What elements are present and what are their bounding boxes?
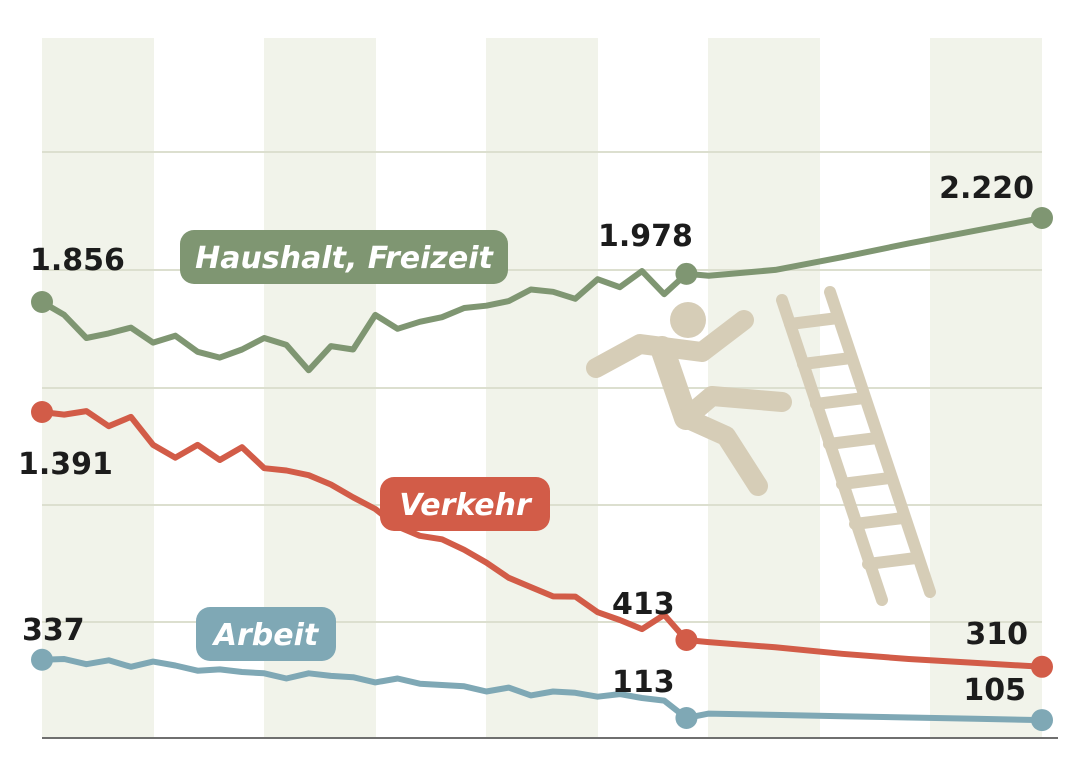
data-label-arbeit-start: 337 — [22, 613, 85, 648]
series-layer — [31, 207, 1053, 732]
ladder-icon — [776, 286, 936, 606]
series-tag-verkehr-text: Verkehr — [399, 488, 533, 523]
series-tag-arbeit: Arbeit — [196, 607, 336, 661]
data-label-verkehr-mid: 413 — [612, 587, 675, 622]
data-point-haushalt — [1031, 207, 1053, 229]
series-tag-verkehr: Verkehr — [380, 477, 550, 531]
data-point-haushalt — [675, 262, 698, 285]
data-point-arbeit — [675, 707, 698, 729]
data-point-verkehr — [1031, 655, 1053, 678]
data-label-arbeit-mid: 113 — [612, 665, 675, 700]
series-tag-haushalt-text: Haushalt, Freizeit — [195, 241, 494, 276]
data-label-arbeit-end: 105 — [963, 673, 1026, 708]
data-label-haushalt-end: 2.220 — [939, 171, 1034, 206]
data-point-arbeit — [1031, 709, 1053, 732]
series-tag-arbeit-text: Arbeit — [212, 618, 320, 653]
data-label-haushalt-mid: 1.978 — [598, 219, 693, 254]
data-point-verkehr — [31, 401, 53, 423]
data-point-arbeit — [31, 648, 53, 671]
series-tag-verkehr-box — [380, 477, 550, 531]
series-tag-haushalt-box — [180, 230, 508, 284]
data-label-verkehr-end: 310 — [965, 617, 1028, 652]
data-point-verkehr — [675, 629, 698, 651]
falling-person-icon — [586, 302, 792, 496]
data-label-verkehr-start: 1.391 — [18, 447, 113, 482]
data-point-haushalt — [31, 291, 53, 313]
data-label-haushalt-start: 1.856 — [30, 243, 125, 278]
series-tag-arbeit-box — [196, 607, 336, 661]
series-tag-haushalt: Haushalt, Freizeit — [180, 230, 508, 284]
